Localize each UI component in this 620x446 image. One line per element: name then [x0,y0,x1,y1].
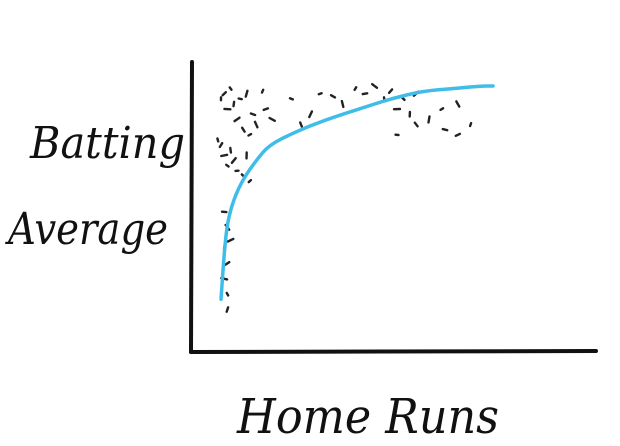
data-point [317,91,323,96]
data-point [468,121,473,128]
data-point [240,126,246,133]
data-point [413,121,419,128]
trend-curve [219,84,495,302]
data-point [218,141,224,149]
data-point [340,99,345,109]
y-axis-label-line-1: Batting [29,118,185,169]
data-point [221,90,228,97]
data-point [224,163,230,168]
data-point [229,146,233,154]
y-axis-label-line-2: Average [4,204,168,255]
data-point [299,121,303,128]
data-point [308,110,314,119]
data-point [454,132,461,138]
x-axis-label: Home Runs [236,389,499,445]
data-point [237,97,243,101]
data-point [371,82,379,90]
axes [189,60,598,354]
data-point [244,89,249,98]
data-point [224,260,231,266]
data-point [439,107,445,112]
data-point [216,137,220,143]
data-point [441,127,449,132]
data-point [427,115,431,124]
data-point [268,116,276,123]
data-point [288,97,294,101]
data-point [329,93,337,99]
data-point [353,86,358,92]
y-axis-line [189,60,194,354]
data-point [260,88,265,94]
data-points [216,82,473,313]
data-point [249,112,257,117]
data-point [225,291,230,297]
x-axis-line [189,349,598,354]
data-point [247,132,253,137]
data-point [401,96,406,102]
data-point [361,92,369,96]
data-point [228,86,233,91]
data-point [230,156,237,165]
data-point [455,100,461,108]
data-point [247,178,253,184]
data-point [226,237,235,243]
data-point [387,88,394,95]
data-point [232,100,236,108]
data-point [262,107,270,112]
data-point [225,306,230,313]
data-point [220,153,229,158]
data-point [233,116,241,123]
data-point [253,120,259,129]
